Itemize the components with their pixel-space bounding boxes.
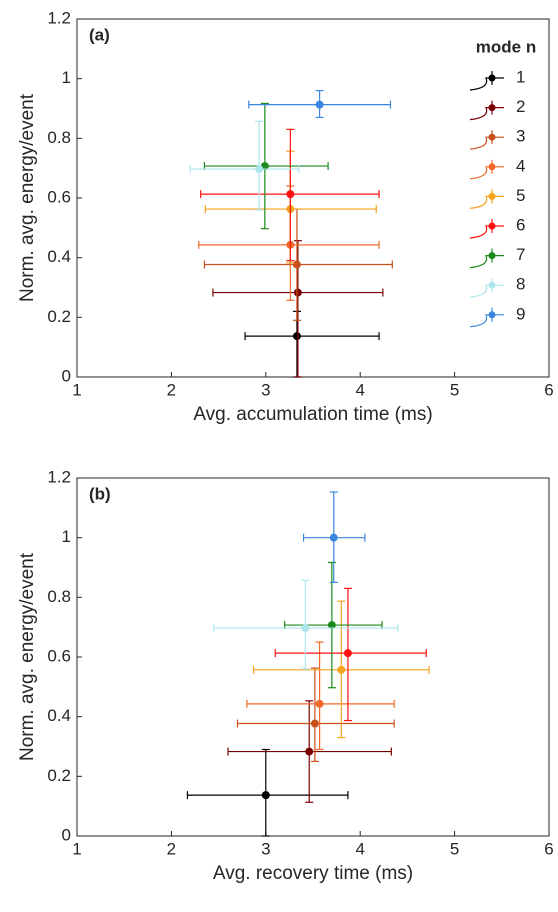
- x-tick-label: 1: [72, 380, 81, 399]
- legend-icon: [469, 107, 504, 121]
- x-tick-label: 2: [167, 839, 176, 858]
- y-tick-label: 0.8: [47, 587, 71, 606]
- data-point: [315, 699, 324, 708]
- data-point: [292, 332, 301, 341]
- data-point: [301, 624, 310, 633]
- legend-icon: [469, 225, 504, 239]
- legend-icon: [488, 104, 496, 112]
- data-point: [293, 288, 302, 297]
- legend-label: 6: [516, 215, 525, 234]
- y-tick-label: 0.6: [47, 187, 71, 206]
- data-point: [327, 621, 336, 630]
- data-point: [255, 165, 264, 174]
- legend-label: 2: [516, 97, 525, 116]
- legend-label: 7: [516, 245, 525, 264]
- legend-icon: [488, 74, 496, 82]
- legend-icon: [488, 192, 496, 200]
- y-tick-label: 0: [62, 825, 71, 844]
- data-point: [337, 665, 346, 674]
- data-point: [286, 190, 295, 199]
- x-tick-label: 5: [450, 839, 459, 858]
- y-axis-label: Norm. avg. energy/event: [17, 552, 38, 761]
- data-point: [292, 260, 301, 269]
- legend-icon: [488, 163, 496, 171]
- legend-label: 3: [516, 127, 525, 146]
- y-tick-label: 0.2: [47, 307, 71, 326]
- data-point: [310, 719, 319, 728]
- plot-frame: [76, 477, 550, 837]
- x-tick-label: 2: [167, 380, 176, 399]
- x-tick-label: 6: [544, 839, 553, 858]
- legend-icon: [469, 195, 504, 209]
- legend-icon: [469, 166, 504, 180]
- legend-icon: [469, 314, 504, 328]
- panel-label: (b): [89, 484, 111, 503]
- y-tick-label: 1.2: [47, 467, 71, 486]
- y-tick-label: 1: [62, 527, 71, 546]
- y-tick-label: 1: [62, 68, 71, 87]
- legend-label: 5: [516, 186, 525, 205]
- data-point: [329, 533, 338, 542]
- legend-icon: [488, 133, 496, 141]
- x-tick-label: 6: [544, 380, 553, 399]
- panel-label: (a): [89, 25, 110, 44]
- x-axis-label: Avg. recovery time (ms): [213, 863, 413, 884]
- legend-label: 4: [516, 156, 525, 175]
- legend-label: 9: [516, 304, 525, 323]
- x-tick-label: 1: [72, 839, 81, 858]
- y-tick-label: 0.4: [47, 706, 71, 725]
- legend-icon: [488, 222, 496, 230]
- x-tick-label: 4: [355, 380, 364, 399]
- data-point: [261, 791, 270, 800]
- y-tick-label: 0: [62, 366, 71, 385]
- legend-icon: [469, 77, 504, 91]
- x-tick-label: 5: [450, 380, 459, 399]
- legend-title: mode n: [476, 37, 536, 56]
- plot-frame: [76, 18, 550, 378]
- legend-icon: [469, 136, 504, 150]
- y-tick-label: 0.2: [47, 766, 71, 785]
- y-axis-label: Norm. avg. energy/event: [17, 93, 38, 302]
- x-tick-label: 3: [261, 380, 270, 399]
- data-point: [305, 747, 314, 756]
- data-point: [315, 100, 324, 109]
- x-tick-label: 3: [261, 839, 270, 858]
- legend-label: 8: [516, 275, 525, 294]
- y-tick-label: 0.8: [47, 128, 71, 147]
- data-point: [343, 649, 352, 658]
- legend-icon: [488, 252, 496, 260]
- legend-icon: [469, 284, 504, 298]
- legend-icon: [488, 311, 496, 319]
- y-tick-label: 1.2: [47, 8, 71, 27]
- y-tick-label: 0.6: [47, 646, 71, 665]
- legend-icon: [488, 281, 496, 289]
- y-tick-label: 0.4: [47, 247, 71, 266]
- legend-label: 1: [516, 67, 525, 86]
- legend-icon: [469, 255, 504, 269]
- x-tick-label: 4: [355, 839, 364, 858]
- x-axis-label: Avg. accumulation time (ms): [193, 404, 432, 425]
